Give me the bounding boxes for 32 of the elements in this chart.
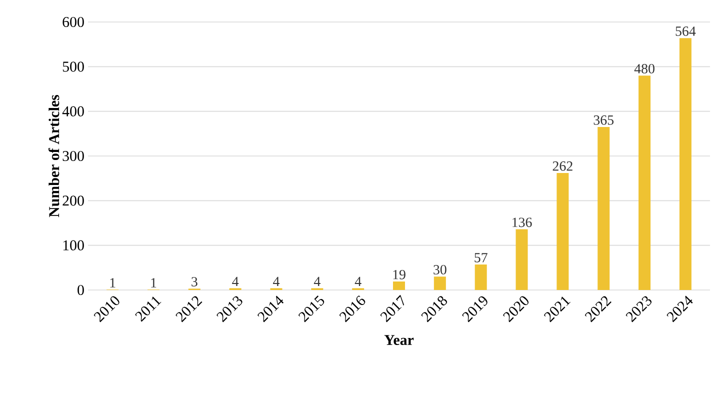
data-label: 4: [273, 276, 280, 286]
data-label: 19: [393, 270, 406, 280]
data-label: 564: [676, 26, 696, 36]
data-label: 136: [512, 218, 532, 228]
bar: [516, 229, 528, 290]
bar: [638, 76, 651, 290]
data-label: 4: [232, 276, 239, 286]
bar: [598, 126, 610, 290]
data-label: 4: [354, 276, 362, 286]
data-label: 3: [192, 277, 198, 286]
y-axis-title: Number of Articles: [48, 94, 60, 218]
y-tick-label: 400: [62, 106, 84, 116]
y-tick-label: 100: [63, 240, 84, 250]
x-axis-title: Year: [384, 335, 414, 346]
data-label: 262: [552, 161, 572, 171]
bar: [556, 172, 569, 290]
data-label: 57: [474, 253, 488, 262]
bar: [434, 276, 446, 290]
data-label: 365: [594, 115, 614, 125]
data-label: 30: [434, 264, 446, 274]
y-tick-label: 0: [78, 284, 84, 296]
bar: [474, 264, 487, 290]
data-label: 1: [151, 278, 156, 288]
data-label: 4: [314, 276, 320, 286]
y-tick-label: 200: [62, 196, 84, 206]
y-tick-label: 500: [62, 62, 84, 72]
y-tick-label: 300: [62, 150, 84, 162]
data-label: 480: [634, 64, 654, 74]
bar: [679, 38, 692, 290]
bar: [393, 282, 406, 290]
data-label: 1: [110, 278, 116, 288]
y-tick-label: 600: [62, 16, 84, 28]
